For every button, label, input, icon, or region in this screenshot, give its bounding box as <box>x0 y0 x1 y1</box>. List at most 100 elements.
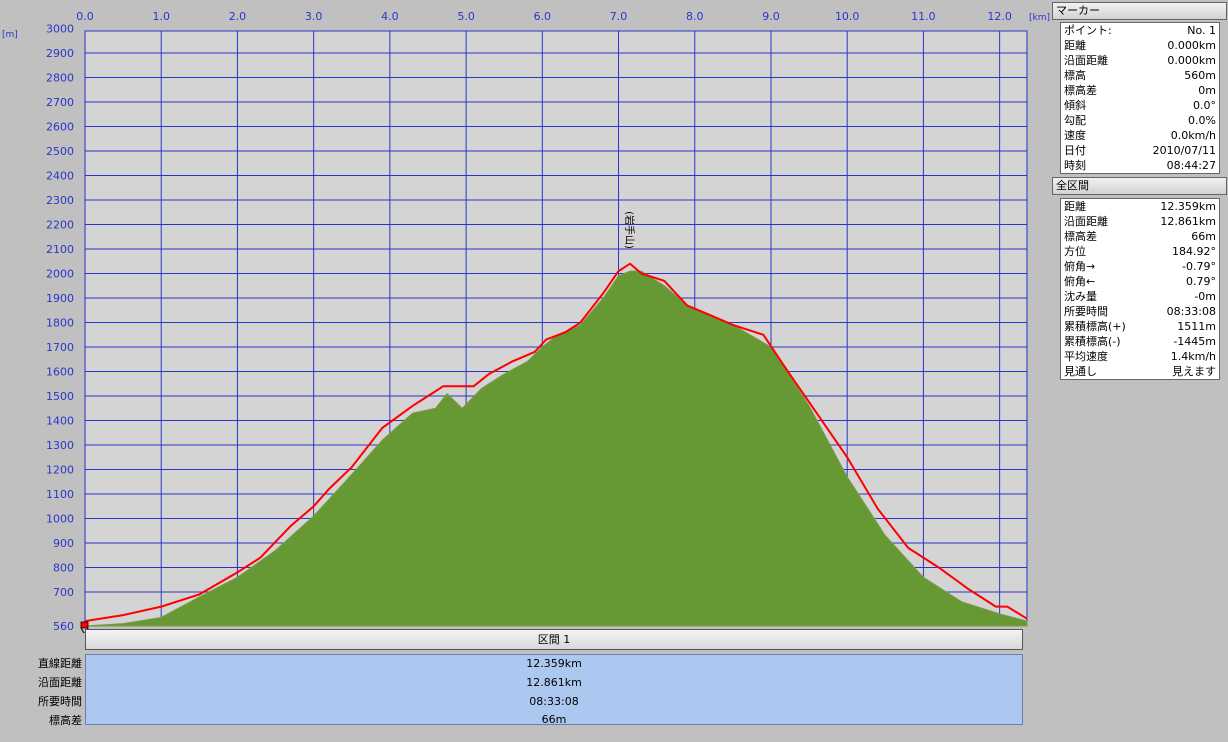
summit-label: (岩手山) <box>623 211 636 249</box>
y-tick-label: 2300 <box>46 194 74 207</box>
total-row-value: -0m <box>1194 290 1216 303</box>
y-tick-label: 2500 <box>46 145 74 158</box>
marker-row-value: 0.0° <box>1193 99 1216 112</box>
x-tick-label: 4.0 <box>381 10 399 23</box>
total-row-label: 沿面距離 <box>1064 215 1108 228</box>
total-row: 沿面距離 12.861km <box>1061 214 1219 229</box>
stat-label-straight-distance: 直線距離 <box>38 657 82 670</box>
marker-row-label: 傾斜 <box>1064 99 1086 112</box>
y-tick-label: 2400 <box>46 170 74 183</box>
marker-row-value: 0.000km <box>1167 39 1216 52</box>
total-row: 見通し 見えます <box>1061 364 1219 379</box>
x-unit-label: [km] <box>1029 13 1050 23</box>
marker-row-label: 標高差 <box>1064 84 1097 97</box>
total-row-value: 1511m <box>1177 320 1216 333</box>
marker-row-value: 0.0km/h <box>1170 129 1216 142</box>
total-panel: 距離 12.359km 沿面距離 12.861km 標高差 66m 方位 184.92° 俯角→… <box>1060 198 1220 380</box>
x-tick-label: 2.0 <box>229 10 247 23</box>
total-row-value: 見えます <box>1172 365 1216 378</box>
x-tick-label: 10.0 <box>835 10 860 23</box>
y-tick-label: 800 <box>53 562 74 575</box>
marker-row-value: 08:44:27 <box>1166 159 1216 172</box>
y-tick-label: 1500 <box>46 390 74 403</box>
marker-row-label: 沿面距離 <box>1064 54 1108 67</box>
total-row-label: 沈み量 <box>1064 290 1097 303</box>
x-tick-label: 0.0 <box>76 10 94 23</box>
y-tick-label: 1700 <box>46 341 74 354</box>
y-tick-label: 2200 <box>46 219 74 232</box>
y-tick-label: 1800 <box>46 317 74 330</box>
marker-row-label: 標高 <box>1064 69 1086 82</box>
track-line <box>84 262 1028 623</box>
y-unit-label: [m] <box>2 30 18 40</box>
total-row-label: 俯角← <box>1064 275 1096 288</box>
x-tick-label: 11.0 <box>911 10 936 23</box>
total-row: 俯角→ -0.79° <box>1061 259 1219 274</box>
stat-value-surface-distance: 12.861km <box>526 675 582 689</box>
total-row-label: 見通し <box>1064 365 1097 378</box>
y-tick-label: 2700 <box>46 96 74 109</box>
total-row-label: 俯角→ <box>1064 260 1096 273</box>
y-tick-label: 1100 <box>46 488 74 501</box>
total-row-label: 平均速度 <box>1064 350 1108 363</box>
y-tick-label: 2000 <box>46 268 74 281</box>
total-row-label: 距離 <box>1064 200 1086 213</box>
y-tick-label: 1000 <box>46 513 74 526</box>
stat-value-duration: 08:33:08 <box>529 694 579 708</box>
total-row-value: 12.359km <box>1160 200 1216 213</box>
total-row-label: 累積標高(-) <box>1064 335 1121 348</box>
marker-row: 時刻 08:44:27 <box>1061 158 1219 173</box>
total-row: 距離 12.359km <box>1061 199 1219 214</box>
marker-panel-title[interactable]: マーカー <box>1052 2 1227 20</box>
total-row: 標高差 66m <box>1061 229 1219 244</box>
marker-row-value: 0.0% <box>1188 114 1216 127</box>
x-tick-label: 1.0 <box>152 10 170 23</box>
y-tick-label: 1400 <box>46 415 74 428</box>
total-row-value: -0.79° <box>1182 260 1216 273</box>
marker-row-value: 0.000km <box>1167 54 1216 67</box>
stat-label-surface-distance: 沿面距離 <box>38 676 82 689</box>
x-tick-label: 9.0 <box>762 10 780 23</box>
total-row-label: 所要時間 <box>1064 305 1108 318</box>
marker-row: 速度 0.0km/h <box>1061 128 1219 143</box>
marker-row: 勾配 0.0% <box>1061 113 1219 128</box>
marker-row: 日付 2010/07/11 <box>1061 143 1219 158</box>
stat-value-elevation-diff: 66m <box>541 713 567 727</box>
marker-row-value: 560m <box>1184 69 1216 82</box>
y-tick-label: 3000 <box>46 23 74 36</box>
x-tick-label: 5.0 <box>457 10 475 23</box>
y-tick-label: 560 <box>53 620 74 633</box>
marker-row-value: 2010/07/11 <box>1152 144 1216 157</box>
total-row: 平均速度 1.4km/h <box>1061 349 1219 364</box>
marker-row: 標高 560m <box>1061 68 1219 83</box>
marker-row-label: 時刻 <box>1064 159 1086 172</box>
x-tick-label: 12.0 <box>987 10 1012 23</box>
terrain-area <box>84 270 1028 627</box>
total-row-label: 累積標高(+) <box>1064 320 1126 333</box>
stat-label-elevation-diff: 標高差 <box>49 714 82 727</box>
total-row-value: 08:33:08 <box>1166 305 1216 318</box>
total-panel-title[interactable]: 全区間 <box>1052 177 1227 195</box>
section-header[interactable]: 区間 1 <box>85 629 1023 650</box>
total-row-value: -1445m <box>1173 335 1216 348</box>
marker-row-label: 速度 <box>1064 129 1086 142</box>
section-stat-values: 12.359km 12.861km 08:33:08 66m <box>85 654 1023 726</box>
total-row: 所要時間 08:33:08 <box>1061 304 1219 319</box>
stat-value-straight-distance: 12.359km <box>526 657 582 670</box>
y-tick-label: 1200 <box>46 464 74 477</box>
marker-row-label: 日付 <box>1064 144 1086 157</box>
marker-row-label: 距離 <box>1064 39 1086 52</box>
total-row-value: 1.4km/h <box>1170 350 1216 363</box>
marker-row: ポイント: No. 1 <box>1061 23 1219 38</box>
total-row: 方位 184.92° <box>1061 244 1219 259</box>
marker-row: 沿面距離 0.000km <box>1061 53 1219 68</box>
marker-row-label: ポイント: <box>1064 24 1112 37</box>
marker-row: 傾斜 0.0° <box>1061 98 1219 113</box>
y-tick-label: 2100 <box>46 243 74 256</box>
x-tick-label: 8.0 <box>686 10 704 23</box>
y-tick-label: 2800 <box>46 72 74 85</box>
y-tick-label: 2600 <box>46 121 74 134</box>
total-row: 俯角← 0.79° <box>1061 274 1219 289</box>
marker-panel: ポイント: No. 1 距離 0.000km 沿面距離 0.000km 標高 560m 標高差 0… <box>1060 22 1220 174</box>
